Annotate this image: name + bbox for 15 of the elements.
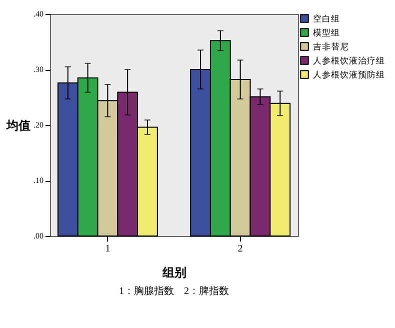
x-tick-label: 2 <box>238 244 243 254</box>
y-tick-label: .00 <box>34 232 44 240</box>
legend-label: 空白组 <box>313 14 340 24</box>
y-axis-title: 均值 <box>6 118 30 132</box>
legend-label: 吉非替尼 <box>313 42 349 52</box>
y-tick-label: .30 <box>34 65 44 74</box>
y-tick-label: .20 <box>34 120 44 130</box>
legend-label: 人参根饮液治疗组 <box>313 56 385 66</box>
legend-label: 模型组 <box>313 28 340 38</box>
y-tick-label: .10 <box>34 176 44 185</box>
legend-label: 人参根饮液预防组 <box>313 70 385 80</box>
x-axis-title: 组别 <box>162 266 186 280</box>
text: 1：胸腺指数 2：脾指数 <box>119 285 229 297</box>
x-tick-label: 1 <box>105 244 110 254</box>
y-tick-label: .40 <box>34 10 44 18</box>
